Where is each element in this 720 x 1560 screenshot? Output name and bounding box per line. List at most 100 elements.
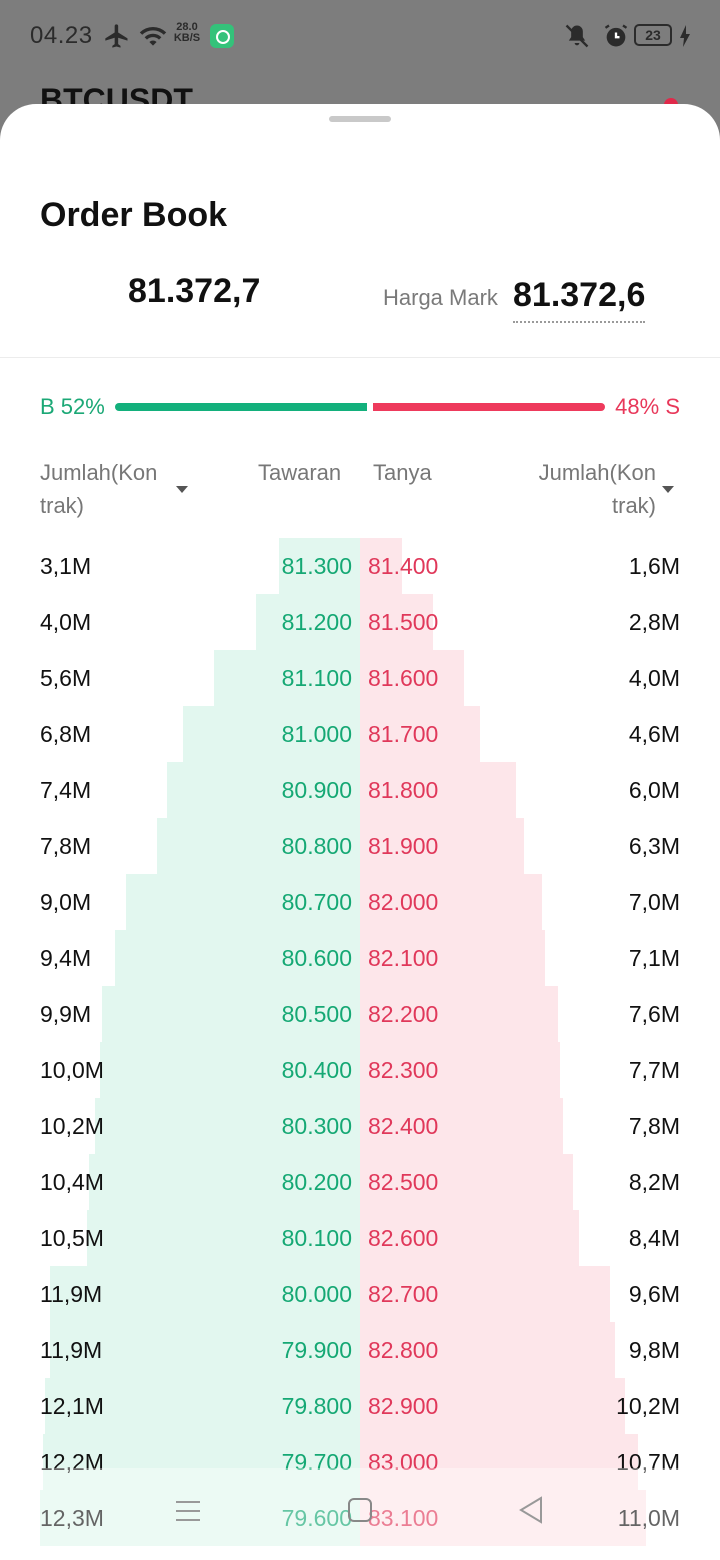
order-book-table: 3,1M 81.300 81.400 1,6M 4,0M 81.200 81.500 2,8M… — [0, 538, 720, 1560]
ask-amount-cell[interactable]: 7,6M — [628, 1001, 680, 1027]
ask-amount-cell[interactable]: 9,6M — [628, 1281, 680, 1307]
ask-depth-bar — [360, 594, 433, 650]
status-time: 04.23 — [30, 22, 93, 49]
ask-amount-cell[interactable]: 8,2M — [628, 1169, 680, 1195]
bid-price-cell[interactable]: 79.700 — [281, 1449, 352, 1475]
drag-handle[interactable] — [329, 116, 391, 122]
ask-depth-bar — [360, 1322, 615, 1378]
ask-amount-cell[interactable]: 7,8M — [628, 1113, 680, 1139]
bid-price-cell[interactable]: 80.800 — [281, 833, 352, 859]
last-price: 81.372,7 — [128, 272, 261, 310]
bid-amount-cell[interactable]: 9,0M — [40, 889, 92, 915]
ask-price-cell[interactable]: 81.700 — [368, 721, 439, 747]
home-icon[interactable] — [348, 1498, 372, 1522]
ask-amount-cell[interactable]: 7,1M — [628, 945, 680, 971]
charging-icon — [680, 25, 690, 47]
ask-price-cell[interactable]: 82.000 — [368, 889, 439, 915]
bid-amount-cell[interactable]: 10,2M — [40, 1113, 104, 1139]
bid-amount-cell[interactable]: 12,1M — [40, 1393, 104, 1419]
bid-depth-bar — [87, 1210, 360, 1266]
ask-price-cell[interactable]: 82.300 — [368, 1057, 439, 1083]
ask-depth-bar — [360, 1434, 638, 1490]
chevron-down-icon[interactable] — [662, 486, 674, 493]
bid-amount-cell[interactable]: 5,6M — [40, 665, 92, 691]
ask-price-cell[interactable]: 83.000 — [368, 1449, 439, 1475]
ask-price-cell[interactable]: 82.200 — [368, 1001, 439, 1027]
ask-price-cell[interactable]: 82.500 — [368, 1169, 439, 1195]
ask-price-cell[interactable]: 81.600 — [368, 665, 439, 691]
ask-price-cell[interactable]: 82.600 — [368, 1225, 439, 1251]
bid-amount-cell[interactable]: 11,9M — [40, 1337, 103, 1363]
header-bid-amount[interactable]: Jumlah(Kon trak) — [40, 460, 158, 518]
bid-price-cell[interactable]: 81.200 — [281, 609, 352, 635]
bid-amount-cell[interactable]: 9,9M — [40, 1001, 92, 1027]
bid-amount-cell[interactable]: 10,0M — [40, 1057, 104, 1083]
ask-amount-cell[interactable]: 1,6M — [628, 553, 680, 579]
divider — [0, 357, 720, 358]
bid-amount-cell[interactable]: 4,0M — [40, 609, 92, 635]
alarm-icon — [604, 24, 628, 47]
bid-depth-bar — [89, 1154, 360, 1210]
ask-price-cell[interactable]: 81.900 — [368, 833, 439, 859]
ask-amount-cell[interactable]: 9,8M — [628, 1337, 680, 1363]
ask-amount-cell[interactable]: 10,2M — [616, 1393, 680, 1419]
bid-amount-cell[interactable]: 10,4M — [40, 1169, 104, 1195]
ask-price-cell[interactable]: 82.400 — [368, 1113, 439, 1139]
ask-amount-cell[interactable]: 2,8M — [628, 609, 680, 635]
bid-price-cell[interactable]: 81.000 — [281, 721, 352, 747]
bid-price-cell[interactable]: 81.300 — [281, 553, 352, 579]
ask-amount-cell[interactable]: 4,0M — [628, 665, 680, 691]
ask-price-cell[interactable]: 81.500 — [368, 609, 439, 635]
airplane-icon — [105, 24, 128, 48]
header-ask-amount[interactable]: Jumlah(Kon trak) — [538, 460, 656, 518]
bid-amount-cell[interactable]: 7,8M — [40, 833, 92, 859]
menu-icon[interactable] — [175, 1500, 201, 1522]
bid-price-cell[interactable]: 79.800 — [281, 1393, 352, 1419]
bid-price-cell[interactable]: 81.100 — [281, 665, 352, 691]
bid-price-cell[interactable]: 79.600 — [281, 1505, 352, 1531]
bid-amount-cell[interactable]: 12,3M — [40, 1505, 104, 1531]
ask-amount-cell[interactable]: 6,0M — [628, 777, 680, 803]
ask-price-cell[interactable]: 81.800 — [368, 777, 439, 803]
bid-price-cell[interactable]: 80.400 — [281, 1057, 352, 1083]
bid-amount-cell[interactable]: 11,9M — [40, 1281, 103, 1307]
ask-amount-cell[interactable]: 11,0M — [617, 1505, 680, 1531]
bid-price-cell[interactable]: 80.100 — [281, 1225, 352, 1251]
bid-amount-cell[interactable]: 3,1M — [40, 553, 92, 579]
battery-icon: 23 — [634, 24, 672, 46]
ask-price-cell[interactable]: 83.100 — [368, 1505, 439, 1531]
chevron-down-icon[interactable] — [176, 486, 188, 493]
ask-price-cell[interactable]: 82.700 — [368, 1281, 439, 1307]
ask-amount-cell[interactable]: 7,7M — [628, 1057, 680, 1083]
mark-price-value[interactable]: 81.372,6 — [513, 276, 646, 323]
buy-ratio-label: B 52% — [40, 394, 105, 419]
ask-amount-cell[interactable]: 8,4M — [628, 1225, 680, 1251]
bid-price-cell[interactable]: 80.200 — [281, 1169, 352, 1195]
ask-price-cell[interactable]: 82.100 — [368, 945, 439, 971]
ask-amount-cell[interactable]: 4,6M — [628, 721, 680, 747]
bid-depth-bar — [126, 874, 360, 930]
ask-price-cell[interactable]: 81.400 — [368, 553, 439, 579]
bid-amount-cell[interactable]: 9,4M — [40, 945, 92, 971]
ask-amount-cell[interactable]: 10,7M — [616, 1449, 680, 1475]
bid-price-cell[interactable]: 80.700 — [281, 889, 352, 915]
ask-depth-bar — [360, 1378, 625, 1434]
header-ask-price: Tanya — [373, 460, 432, 485]
back-icon[interactable] — [518, 1496, 544, 1524]
ask-price-cell[interactable]: 82.900 — [368, 1393, 439, 1419]
bid-amount-cell[interactable]: 6,8M — [40, 721, 92, 747]
ask-amount-cell[interactable]: 7,0M — [628, 889, 680, 915]
bid-depth-bar — [256, 594, 360, 650]
bid-price-cell[interactable]: 80.500 — [281, 1001, 352, 1027]
bid-amount-cell[interactable]: 7,4M — [40, 777, 92, 803]
bid-price-cell[interactable]: 79.900 — [281, 1337, 352, 1363]
ask-amount-cell[interactable]: 6,3M — [628, 833, 680, 859]
ask-price-cell[interactable]: 82.800 — [368, 1337, 439, 1363]
bid-amount-cell[interactable]: 12,2M — [40, 1449, 104, 1475]
bid-price-cell[interactable]: 80.600 — [281, 945, 352, 971]
bid-price-cell[interactable]: 80.300 — [281, 1113, 352, 1139]
sell-ratio-bar — [373, 403, 605, 411]
bid-price-cell[interactable]: 80.900 — [281, 777, 352, 803]
bid-price-cell[interactable]: 80.000 — [281, 1281, 352, 1307]
bid-amount-cell[interactable]: 10,5M — [40, 1225, 104, 1251]
